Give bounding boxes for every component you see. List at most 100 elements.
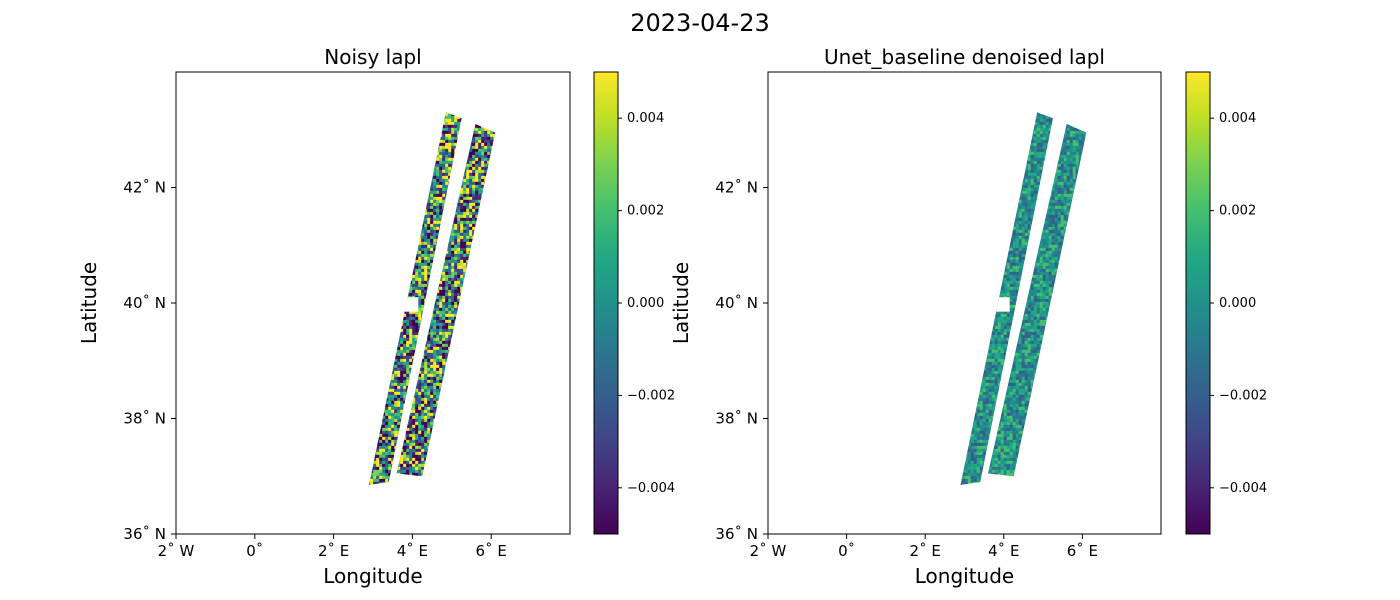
field-cell [466, 256, 470, 261]
field-cell [421, 232, 425, 237]
field-cell [472, 136, 476, 141]
field-cell [445, 274, 449, 279]
field-cell [436, 151, 440, 156]
field-cell [448, 319, 452, 324]
field-cell [448, 298, 452, 303]
field-cell [445, 271, 449, 276]
field-cell [412, 283, 416, 288]
field-cell [457, 256, 461, 261]
field-cell [481, 130, 485, 135]
field-cell [445, 283, 449, 288]
field-cell [457, 130, 461, 135]
field-cell [445, 124, 449, 129]
field-cell [445, 325, 449, 330]
field-cell [448, 238, 452, 243]
field-cell [463, 262, 467, 267]
field-cell [421, 361, 425, 366]
field-cell [424, 268, 428, 273]
field-cell [430, 328, 434, 333]
field-cell [445, 112, 449, 117]
field-cell [403, 337, 407, 342]
field-cell [466, 196, 470, 201]
field-cell [430, 211, 434, 216]
field-cell [433, 202, 437, 207]
field-cell [463, 214, 467, 219]
field-cell [400, 391, 404, 396]
field-cell [445, 178, 449, 183]
field-cell [427, 358, 431, 363]
field-cell [430, 256, 434, 261]
field-cell [430, 184, 434, 189]
field-cell [406, 343, 410, 348]
field-cell [469, 166, 473, 171]
field-cell [460, 265, 464, 270]
field-cell [430, 409, 434, 414]
field-cell [400, 328, 404, 333]
field-cell [412, 328, 416, 333]
field-cell [409, 319, 413, 324]
field-cell [475, 133, 479, 138]
field-cell [439, 343, 443, 348]
field-cell [433, 346, 437, 351]
field-cell [403, 367, 407, 372]
field-cell [421, 271, 425, 276]
field-cell [454, 289, 458, 294]
field-cell [433, 208, 437, 213]
field-cell [415, 262, 419, 267]
field-cell [415, 253, 419, 258]
field-cell [436, 196, 440, 201]
field-cell [403, 397, 407, 402]
field-cell [448, 130, 452, 135]
field-cell [478, 178, 482, 183]
field-cell [469, 181, 473, 186]
field-cell [409, 316, 413, 321]
field-cell [466, 169, 470, 174]
field-cell [472, 157, 476, 162]
field-cell [439, 304, 443, 309]
field-cell [445, 259, 449, 264]
field-cell [466, 217, 470, 222]
field-cell [445, 292, 449, 297]
field-cell [409, 292, 413, 297]
field-cell [454, 292, 458, 297]
field-cell [418, 313, 422, 318]
field-cell [388, 403, 392, 408]
field-cell [469, 226, 473, 231]
field-cell [463, 184, 467, 189]
field-cell [421, 373, 425, 378]
field-cell [439, 211, 443, 216]
field-cell [490, 133, 494, 138]
field-cell [457, 280, 461, 285]
field-cell [427, 343, 431, 348]
field-cell [394, 397, 398, 402]
field-cell [454, 214, 458, 219]
field-cell [427, 379, 431, 384]
field-cell [442, 367, 446, 372]
field-cell [475, 142, 479, 147]
field-cell [454, 280, 458, 285]
field-cell [454, 136, 458, 141]
field-cell [469, 160, 473, 165]
field-cell [400, 370, 404, 375]
field-cell [454, 262, 458, 267]
field-cell [445, 136, 449, 141]
field-cell [439, 370, 443, 375]
field-cell [403, 316, 407, 321]
field-cell [415, 406, 419, 411]
field-cell [445, 280, 449, 285]
field-cell [409, 289, 413, 294]
field-cell [418, 274, 422, 279]
field-cell [445, 349, 449, 354]
field-cell [478, 130, 482, 135]
field-cell [430, 190, 434, 195]
field-cell [436, 169, 440, 174]
field-cell [442, 334, 446, 339]
field-cell [436, 385, 440, 390]
field-cell [436, 229, 440, 234]
field-cell [472, 166, 476, 171]
field-cell [418, 280, 422, 285]
field-cell [421, 295, 425, 300]
field-cell [412, 352, 416, 357]
field-cell [478, 169, 482, 174]
field-cell [424, 283, 428, 288]
